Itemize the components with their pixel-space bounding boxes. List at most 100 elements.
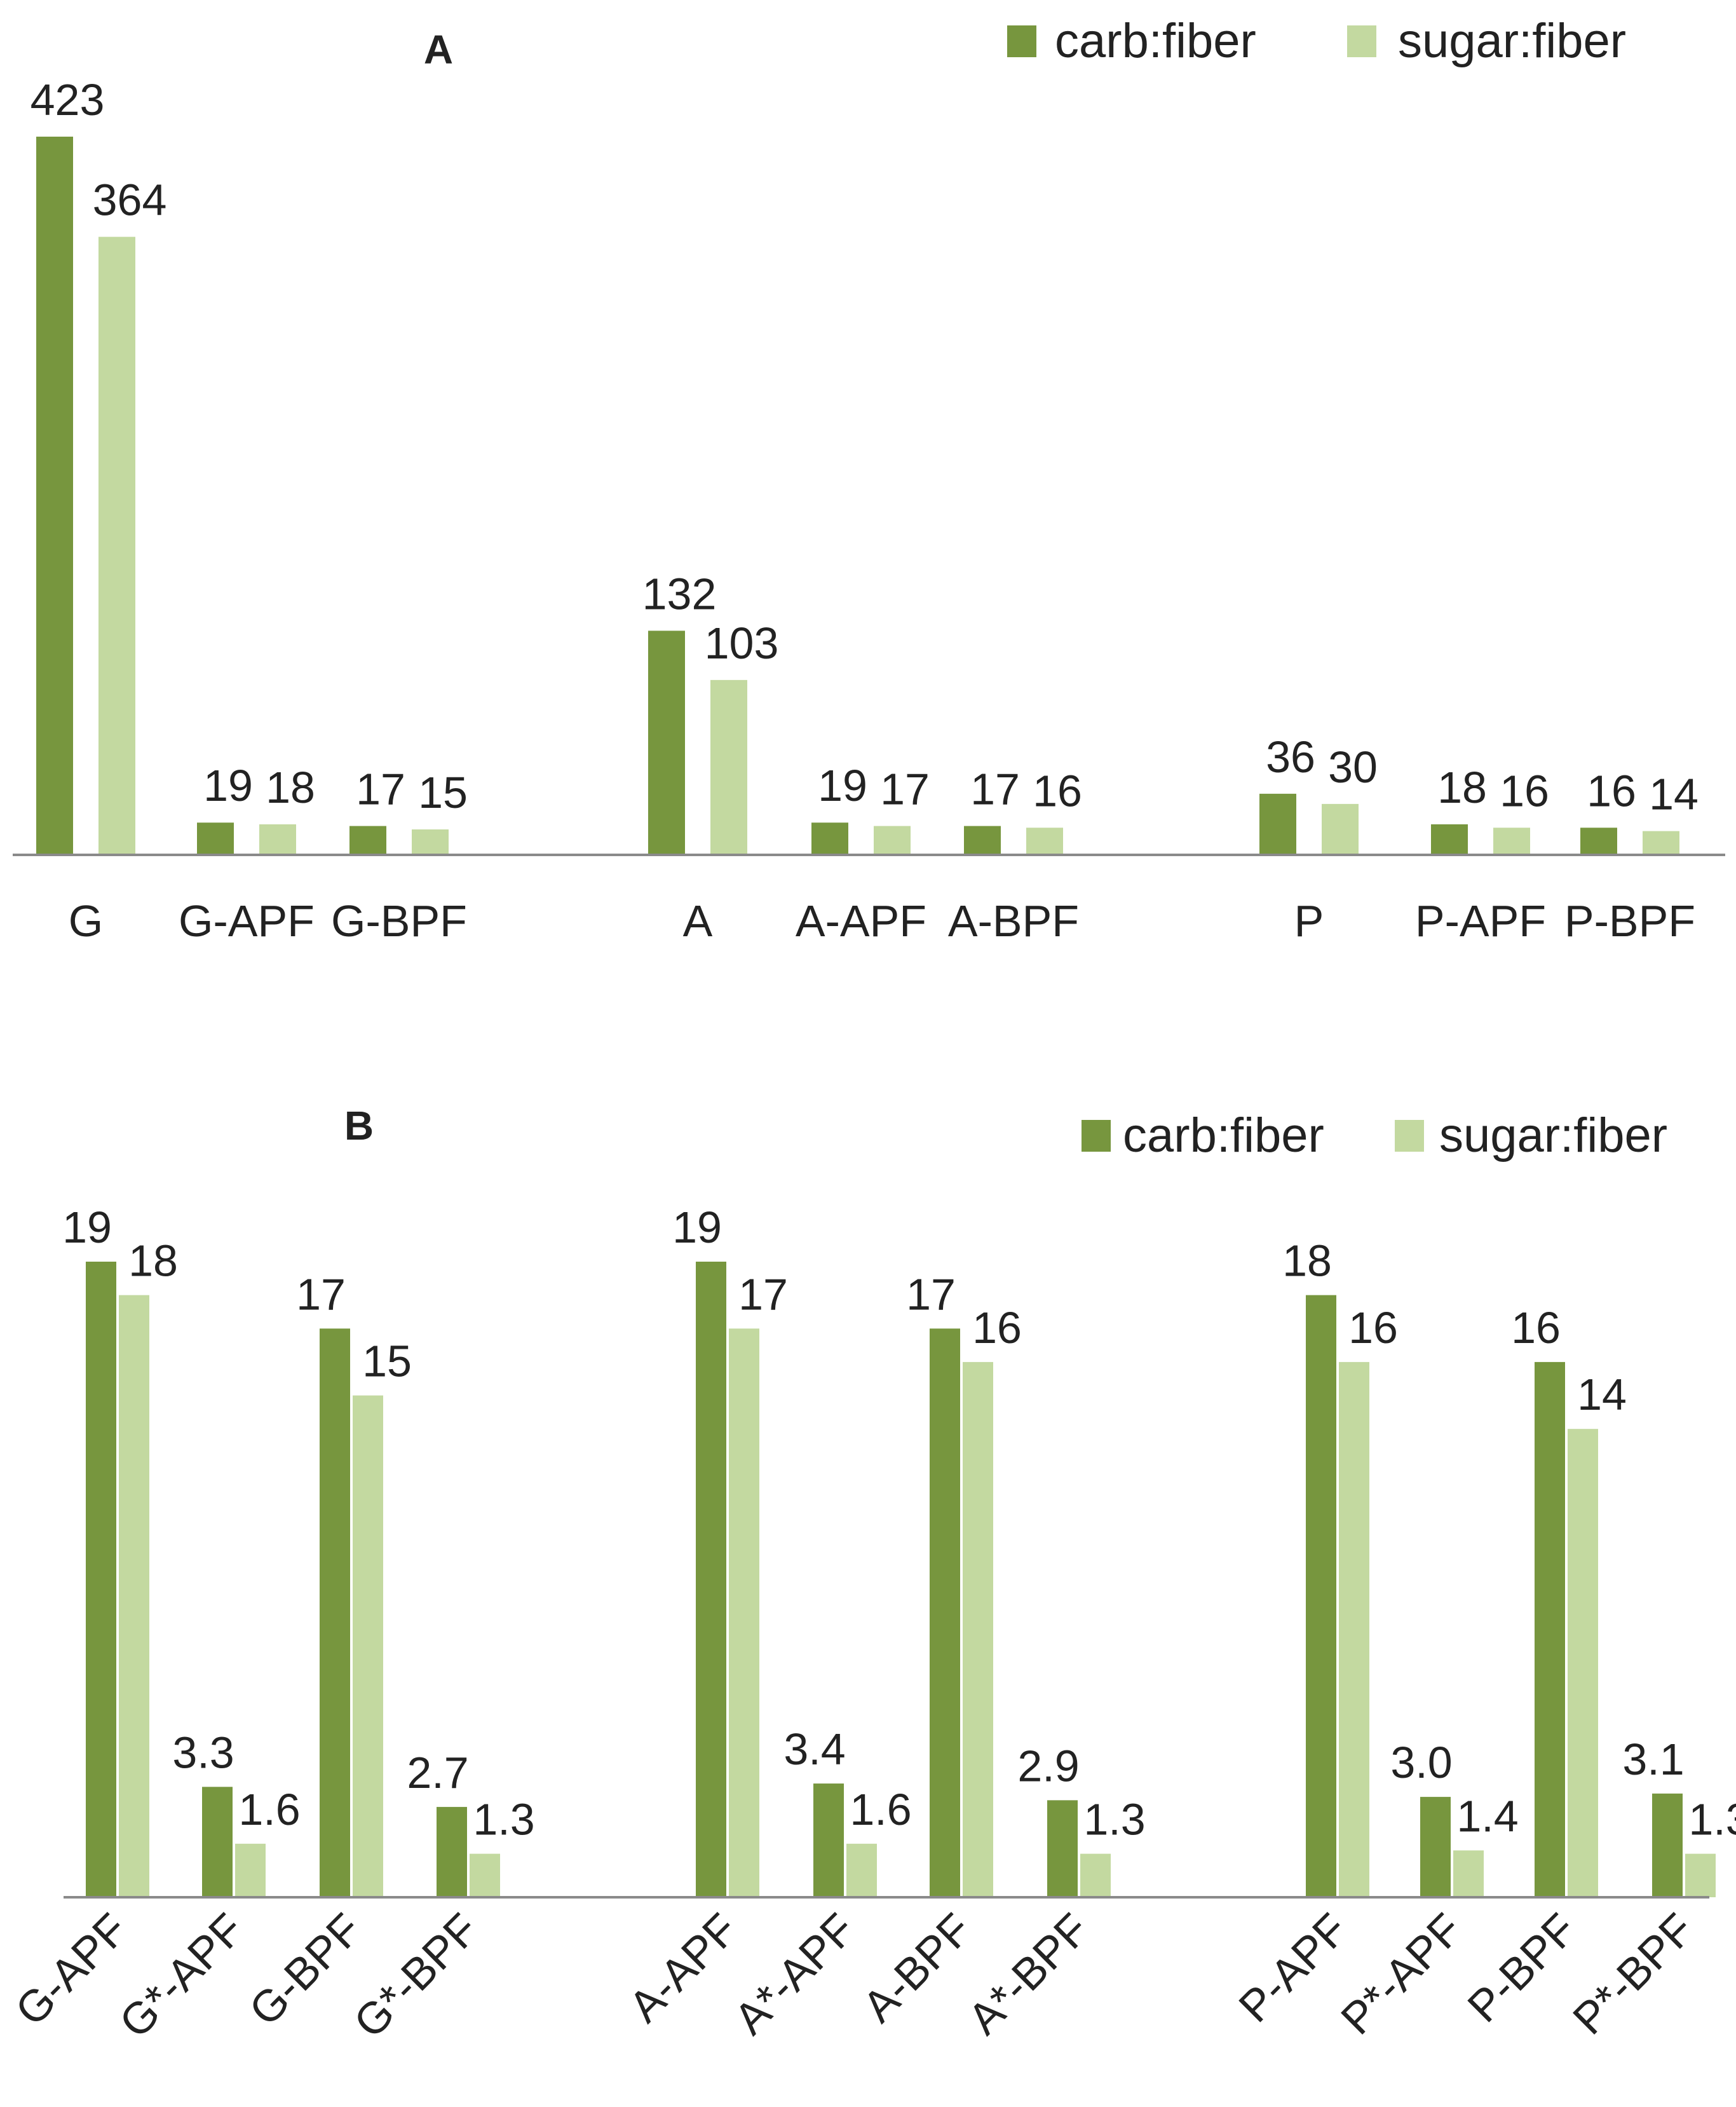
- bar-sugar-A*-BPF: [1080, 1853, 1111, 1897]
- data-label-sugar-G*-APF: 1.6: [238, 1785, 300, 1834]
- data-label-carb-P-APF: 18: [1437, 763, 1487, 812]
- data-label-sugar-A-BPF: 16: [972, 1303, 1022, 1353]
- data-label-sugar-A-APF: 17: [738, 1269, 788, 1319]
- x-tick-label-P-APF: P-APF: [1415, 896, 1546, 946]
- x-tick-label-P-BPF: P-BPF: [1564, 896, 1695, 946]
- panel-b: B carb:fiber sugar:fiber 1918G-APF3.31.6…: [6, 1103, 1736, 2047]
- data-label-sugar-P*-BPF: 1.3: [1688, 1795, 1736, 1844]
- panel-a-legend: carb:fiber sugar:fiber: [1007, 14, 1626, 68]
- data-label-carb-G-BPF: 17: [296, 1269, 346, 1319]
- data-label-carb-A*-BPF: 2.9: [1017, 1741, 1079, 1790]
- data-label-sugar-P*-APF: 1.4: [1456, 1791, 1518, 1841]
- bar-sugar-P*-BPF: [1685, 1853, 1716, 1897]
- x-tick-label-A*-BPF: A*-BPF: [958, 1904, 1098, 2043]
- legend-swatch-sugar: [1347, 25, 1376, 57]
- data-label-sugar-G-APF: 18: [128, 1236, 178, 1286]
- bar-carb-G-BPF: [349, 826, 386, 855]
- bar-sugar-A-BPF: [1026, 828, 1063, 855]
- data-label-carb-P*-APF: 3.0: [1390, 1738, 1452, 1787]
- data-label-sugar-G-APF: 18: [266, 763, 315, 812]
- x-tick-label-A*-APF: A*-APF: [724, 1904, 864, 2043]
- data-label-sugar-G-BPF: 15: [418, 768, 468, 817]
- bar-sugar-A: [710, 679, 747, 855]
- panel-a: A carb:fiber sugar:fiber 423 364 G 19 18 G-AP…: [13, 14, 1725, 946]
- bar-sugar-P-BPF: [1643, 831, 1679, 855]
- data-label-carb-G-APF: 19: [62, 1203, 112, 1252]
- bar-carb-A-APF: [811, 822, 848, 855]
- data-label-carb-P-APF: 18: [1282, 1236, 1332, 1286]
- x-tick-label-G*-BPF: G*-BPF: [344, 1904, 488, 2047]
- data-label-carb-P-BPF: 16: [1587, 766, 1636, 815]
- x-tick-label-A-APF: A-APF: [796, 896, 926, 946]
- bar-sugar-G: [98, 236, 135, 855]
- bar-carb-P*-BPF: [1652, 1793, 1683, 1897]
- bar-carb-P-BPF: [1535, 1361, 1565, 1897]
- data-label-carb-G-APF: 19: [203, 761, 253, 810]
- data-label-sugar-A-APF: 17: [880, 765, 930, 814]
- data-label-sugar-A-BPF: 16: [1033, 766, 1082, 815]
- data-label-carb-P*-BPF: 3.1: [1622, 1735, 1684, 1784]
- bar-carb-G-APF: [197, 822, 234, 855]
- bar-sugar-G-BPF: [353, 1395, 383, 1897]
- legend-label-sugar: sugar:fiber: [1439, 1108, 1667, 1163]
- data-label-carb-G*-APF: 3.3: [172, 1728, 234, 1777]
- legend-label-carb: carb:fiber: [1055, 14, 1256, 68]
- data-label-sugar-P: 30: [1328, 742, 1378, 792]
- data-label-sugar-A*-APF: 1.6: [850, 1785, 911, 1834]
- data-label-carb-A*-APF: 3.4: [783, 1724, 845, 1774]
- data-label-sugar-P-APF: 16: [1348, 1303, 1398, 1353]
- bar-carb-P-APF: [1306, 1295, 1336, 1897]
- data-label-sugar-A: 103: [705, 618, 779, 668]
- data-label-carb-P: 36: [1266, 732, 1315, 782]
- legend-swatch-sugar: [1395, 1120, 1424, 1152]
- x-tick-label-A-BPF: A-BPF: [948, 896, 1079, 946]
- legend-swatch-carb: [1007, 25, 1036, 57]
- bar-carb-G*-BPF: [437, 1806, 467, 1897]
- data-label-carb-A-BPF: 17: [970, 765, 1020, 814]
- bar-sugar-P*-APF: [1453, 1850, 1484, 1897]
- bar-carb-P-BPF: [1580, 828, 1617, 855]
- legend-swatch-carb: [1082, 1120, 1111, 1152]
- bar-sugar-A*-APF: [846, 1843, 877, 1897]
- bar-carb-G: [36, 137, 73, 855]
- bar-carb-P: [1259, 793, 1296, 855]
- bar-sugar-G-APF: [259, 824, 296, 855]
- data-label-carb-A-APF: 19: [818, 761, 867, 810]
- panel-b-plot: 1918G-APF3.31.6G*-APF1715G-BPF2.71.3G*-B…: [6, 1203, 1736, 2047]
- x-tick-label-G-BPF: G-BPF: [331, 896, 467, 946]
- bar-sugar-A-APF: [729, 1328, 759, 1897]
- x-tick-label-G: G: [69, 896, 103, 946]
- bar-carb-A-BPF: [930, 1328, 960, 1897]
- bar-sugar-P: [1322, 803, 1359, 855]
- panel-b-title: B: [344, 1103, 374, 1149]
- x-tick-label-G-APF: G-APF: [179, 896, 315, 946]
- bar-sugar-P-BPF: [1568, 1429, 1598, 1897]
- bar-carb-A-APF: [696, 1262, 726, 1897]
- bar-sugar-P-APF: [1493, 828, 1530, 855]
- legend-label-carb: carb:fiber: [1123, 1108, 1324, 1163]
- panel-b-legend: carb:fiber sugar:fiber: [1082, 1108, 1667, 1163]
- bar-carb-A*-APF: [813, 1783, 844, 1897]
- data-label-carb-G: 423: [31, 75, 105, 125]
- x-tick-label-G*-APF: G*-APF: [110, 1904, 254, 2047]
- bar-carb-A*-BPF: [1047, 1800, 1078, 1897]
- bar-sugar-G-APF: [119, 1295, 149, 1897]
- data-label-carb-A-APF: 19: [672, 1203, 722, 1252]
- data-label-sugar-G*-BPF: 1.3: [473, 1795, 534, 1844]
- x-tick-label-P*-BPF: P*-BPF: [1563, 1904, 1703, 2043]
- data-label-sugar-G: 364: [93, 175, 167, 225]
- data-label-sugar-P-BPF: 14: [1649, 770, 1699, 819]
- x-tick-label-A: A: [683, 896, 713, 946]
- bar-sugar-A-BPF: [963, 1361, 993, 1897]
- bar-sugar-A-APF: [874, 826, 911, 855]
- bar-carb-G-BPF: [320, 1328, 350, 1897]
- bar-sugar-G*-APF: [235, 1843, 266, 1897]
- panel-a-title: A: [424, 27, 453, 72]
- data-label-sugar-A*-BPF: 1.3: [1083, 1795, 1145, 1844]
- bar-carb-G*-APF: [202, 1787, 233, 1897]
- bar-sugar-G*-BPF: [470, 1853, 500, 1897]
- data-label-carb-G*-BPF: 2.7: [407, 1748, 468, 1797]
- data-label-carb-A-BPF: 17: [906, 1269, 956, 1319]
